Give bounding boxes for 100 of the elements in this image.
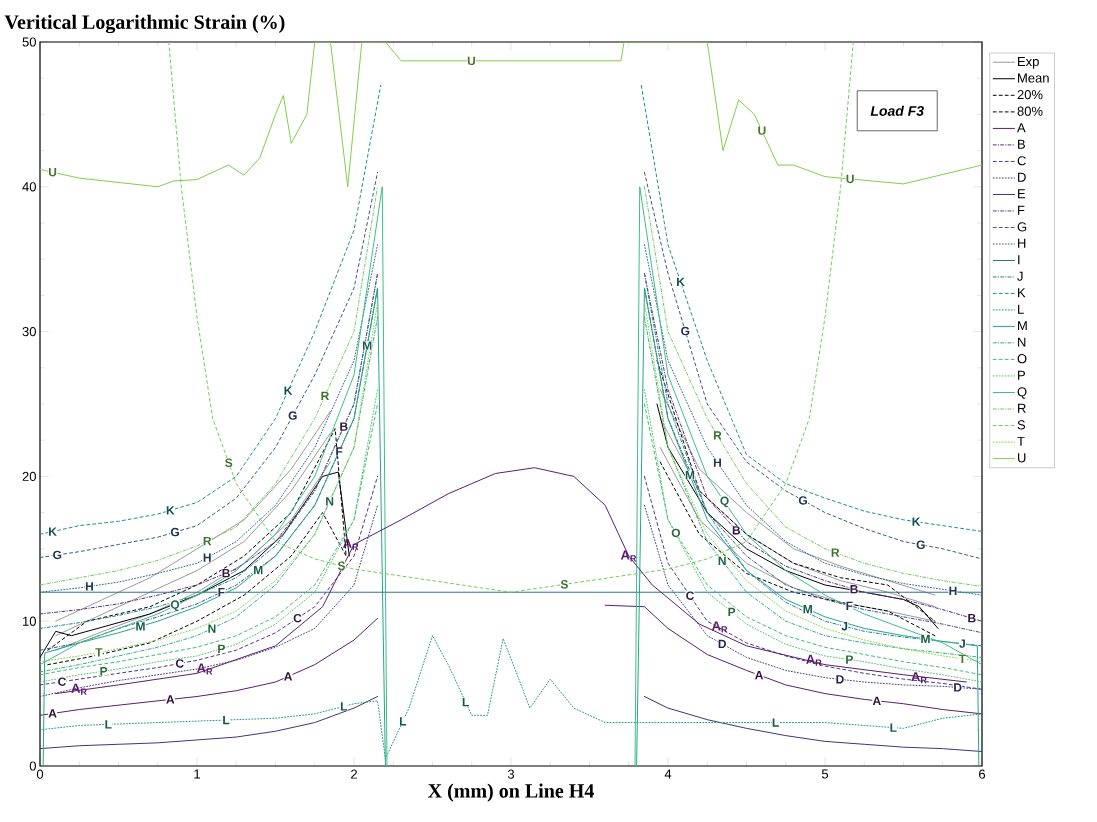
x-tick-label: 0: [36, 769, 44, 779]
text: C: [686, 591, 694, 600]
text: G: [288, 411, 297, 420]
text: M: [685, 471, 695, 480]
legend-label: F: [1018, 205, 1025, 215]
legend-label: H: [1018, 238, 1026, 248]
text: B: [340, 422, 348, 431]
text: L: [399, 717, 407, 726]
text: F: [218, 588, 225, 597]
legend-label: A: [1017, 123, 1026, 133]
legend-label: B: [1018, 139, 1025, 149]
text: N: [326, 497, 334, 506]
x-tick-label: 1: [194, 769, 200, 779]
legend-label: C: [1017, 156, 1026, 166]
text: J: [841, 622, 848, 631]
text: S: [560, 580, 568, 589]
text: G: [53, 550, 62, 560]
text: A: [166, 695, 175, 704]
legend-label: S: [1017, 420, 1026, 430]
text: M: [254, 565, 263, 575]
text: K: [166, 506, 175, 515]
text: H: [203, 553, 211, 562]
y-tick-label: 50: [22, 37, 36, 47]
text: T: [95, 648, 103, 657]
legend-label: E: [1018, 189, 1026, 199]
legend-label: G: [1017, 222, 1027, 232]
legend-label: J: [1017, 271, 1023, 281]
text: O: [671, 528, 681, 538]
text: G: [681, 326, 690, 336]
y-tick-label: 0: [29, 761, 36, 771]
y-tick-label: 30: [22, 327, 36, 337]
text: G: [916, 540, 925, 549]
text: A: [872, 696, 881, 705]
text: H: [85, 582, 93, 591]
text: Q: [720, 496, 729, 508]
text: K: [49, 527, 57, 536]
text: K: [284, 386, 293, 395]
text: A: [48, 709, 57, 718]
x-axis-title: X (mm) on Line H4: [428, 783, 594, 802]
text: L: [890, 723, 897, 732]
text: N: [208, 624, 216, 633]
text: L: [772, 718, 779, 727]
text: L: [223, 715, 230, 725]
text: C: [293, 613, 302, 623]
annotation: A$_{R}$: [196, 663, 213, 675]
text: D: [836, 675, 844, 684]
text: M: [921, 634, 930, 644]
legend-label: I: [1018, 255, 1020, 265]
text: P: [100, 667, 108, 676]
text: R: [713, 431, 722, 440]
text: J: [959, 639, 965, 648]
text: U: [846, 174, 854, 184]
text: A: [284, 672, 293, 681]
text: U: [48, 168, 57, 177]
x-tick-label: 2: [351, 769, 357, 779]
text: K: [912, 517, 921, 526]
text: M: [362, 341, 372, 350]
text: D: [718, 639, 726, 649]
text: A: [755, 670, 764, 680]
text: F: [846, 601, 853, 610]
legend-label: K: [1018, 288, 1026, 298]
x-tick-label: 4: [664, 769, 672, 779]
legend-label: R: [1018, 403, 1026, 413]
annotation: A$_{R}$: [711, 621, 728, 633]
text: P: [728, 607, 736, 617]
y-axis-title: Veritical Logarithmic Strain (%): [4, 14, 285, 34]
text: S: [337, 561, 345, 571]
legend-label: O: [1017, 354, 1027, 364]
text: M: [136, 622, 145, 631]
text: L: [105, 720, 112, 729]
text: T: [958, 654, 966, 663]
legend-label: 20%: [1017, 90, 1043, 100]
text: C: [175, 659, 184, 668]
y-tick-label: 20: [22, 471, 36, 481]
text: U: [758, 126, 766, 135]
text: N: [718, 556, 726, 565]
legend-label: D: [1018, 172, 1026, 182]
legend-label: 80%: [1017, 106, 1043, 116]
text: Q: [170, 600, 180, 612]
legend-label: U: [1017, 453, 1026, 463]
text: U: [467, 56, 476, 66]
text: R: [203, 536, 212, 546]
annotation: A$_{R}$: [620, 550, 637, 562]
x-tick-label: 3: [507, 769, 515, 779]
text: P: [846, 655, 853, 664]
text: K: [677, 277, 685, 286]
text: G: [798, 496, 807, 505]
text: B: [732, 526, 741, 535]
y-tick-label: 10: [23, 616, 36, 626]
y-tick-label: 40: [22, 182, 36, 192]
legend-label: M: [1018, 321, 1027, 331]
text: R: [831, 548, 840, 557]
text: B: [850, 585, 858, 594]
text: F: [336, 447, 343, 456]
text: R: [321, 391, 330, 401]
x-tick-label: 6: [979, 769, 986, 779]
legend-label: N: [1018, 337, 1026, 347]
legend-label: P: [1018, 370, 1025, 380]
legend-label: Mean: [1018, 73, 1049, 83]
legend-label: Exp: [1018, 57, 1039, 69]
